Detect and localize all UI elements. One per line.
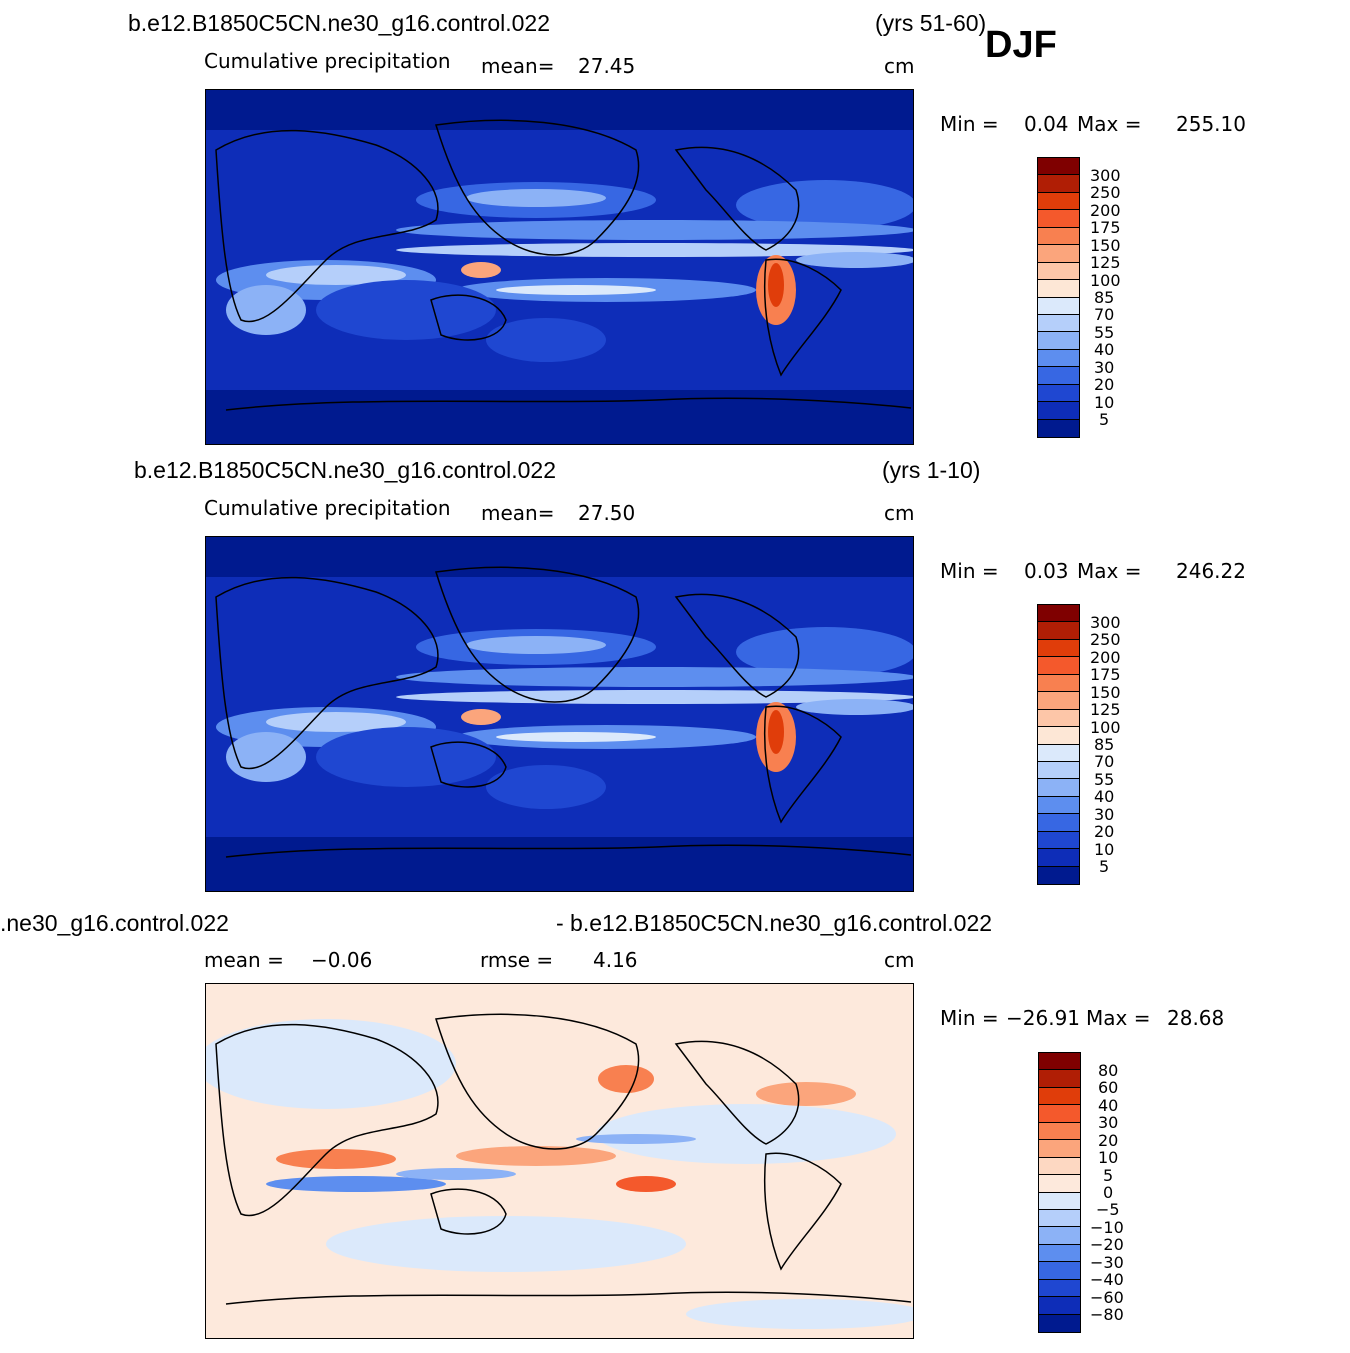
panel3-colorbar-tick: −20 [1090,1235,1124,1254]
panel1-case-title: b.e12.B1850C5CN.ne30_g16.control.022 [128,10,550,37]
panel3-colorbar-tick: 10 [1098,1148,1118,1167]
panel2-case-title: b.e12.B1850C5CN.ne30_g16.control.022 [134,457,556,484]
panel2-colorbar-tick: 5 [1099,857,1109,876]
panel2-min-value: 0.03 [1024,559,1069,583]
panel2-colorbar-tick: 40 [1094,787,1114,806]
panel1-colorbar [1037,157,1080,438]
panel2-colorbar-tick: 70 [1094,752,1114,771]
panel1-colorbar-tick: 175 [1090,218,1121,237]
panel3-colorbar-tick: 60 [1098,1078,1118,1097]
panel1-colorbar-tick: 5 [1099,410,1109,429]
panel2-colorbar-tick: 20 [1094,822,1114,841]
panel3-colorbar [1038,1052,1081,1333]
panel1-max-label: Max = [1077,112,1141,136]
panel3-colorbar-tick: −80 [1090,1305,1124,1324]
panel1-min-value: 0.04 [1024,112,1069,136]
panel3-rmse-label: rmse = [480,948,553,972]
panel2-max-label: Max = [1077,559,1141,583]
panel3-rmse-value: 4.16 [593,948,638,972]
panel1-colorbar-tick: 40 [1094,340,1114,359]
panel3-mean-label: mean = [204,948,284,972]
panel1-max-value: 255.10 [1176,112,1246,136]
panel3-case-right: - b.e12.B1850C5CN.ne30_g16.control.022 [556,910,992,937]
panel2-mean-label: mean= [481,501,554,525]
panel1-mean-label: mean= [481,54,554,78]
panel3-min-value: −26.91 [1006,1006,1080,1030]
panel3-difference-map [205,983,914,1339]
panel3-max-value: 28.68 [1167,1006,1224,1030]
panel3-colorbar-tick: −5 [1096,1200,1120,1219]
panel2-max-value: 246.22 [1176,559,1246,583]
panel3-max-label: Max = [1086,1006,1150,1030]
season-label: DJF [985,24,1057,67]
panel1-field-name: Cumulative precipitation [204,49,451,73]
panel1-colorbar-tick: 125 [1090,253,1121,272]
panel1-colorbar-tick: 20 [1094,375,1114,394]
panel2-years: (yrs 1-10) [882,457,980,484]
panel2-colorbar-tick: 250 [1090,630,1121,649]
panel3-colorbar-tick: 30 [1098,1113,1118,1132]
panel1-precip-map [205,89,914,445]
panel3-case-title: .ne30_g16.control.022 [0,910,229,937]
panel2-colorbar-tick: 125 [1090,700,1121,719]
panel1-min-label: Min = [940,112,999,136]
panel2-colorbar [1037,604,1080,885]
panel1-units: cm [884,54,914,78]
panel3-colorbar-tick: −40 [1090,1270,1124,1289]
panel1-years: (yrs 51-60) [875,10,986,37]
panel3-units: cm [884,948,914,972]
panel3-min-label: Min = [940,1006,999,1030]
panel2-units: cm [884,501,914,525]
panel2-mean-value: 27.50 [578,501,635,525]
panel1-colorbar-tick: 70 [1094,305,1114,324]
panel2-precip-map [205,536,914,892]
panel2-field-name: Cumulative precipitation [204,496,451,520]
panel3-mean-value: −0.06 [311,948,372,972]
panel2-min-label: Min = [940,559,999,583]
panel1-colorbar-tick: 250 [1090,183,1121,202]
panel2-colorbar-tick: 175 [1090,665,1121,684]
panel1-mean-value: 27.45 [578,54,635,78]
